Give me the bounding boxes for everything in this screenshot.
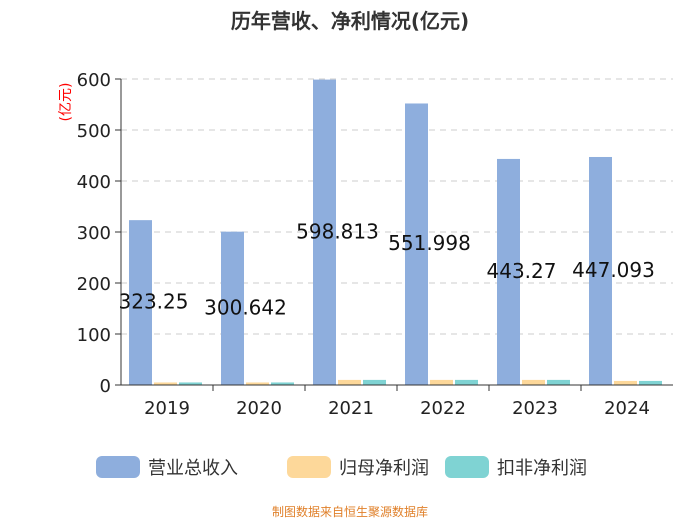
bar-deducted-net-profit bbox=[271, 382, 294, 385]
data-label: 447.093 bbox=[572, 258, 655, 282]
y-tick-label: 100 bbox=[77, 325, 111, 346]
legend-label: 归母净利润 bbox=[339, 458, 429, 479]
bar-deducted-net-profit bbox=[179, 382, 202, 385]
x-tick-label: 2019 bbox=[144, 398, 190, 419]
bar-revenue bbox=[313, 79, 336, 385]
x-tick-label: 2022 bbox=[420, 398, 466, 419]
legend-swatch bbox=[445, 456, 489, 478]
data-label: 300.642 bbox=[204, 295, 287, 319]
y-tick-label: 0 bbox=[100, 376, 111, 397]
y-axis-label: (亿元) bbox=[58, 83, 74, 122]
bar-revenue bbox=[129, 220, 152, 385]
data-label: 598.813 bbox=[296, 219, 379, 243]
y-tick-label: 600 bbox=[77, 70, 111, 91]
x-tick-label: 2024 bbox=[604, 398, 650, 419]
y-tick-label: 300 bbox=[77, 223, 111, 244]
x-tick-label: 2023 bbox=[512, 398, 558, 419]
bar-net-profit bbox=[430, 379, 453, 385]
legend-label: 扣非净利润 bbox=[497, 458, 587, 479]
data-label: 443.27 bbox=[487, 259, 557, 283]
bar-net-profit bbox=[522, 379, 545, 385]
bar-net-profit bbox=[246, 382, 269, 385]
bar-net-profit bbox=[154, 382, 177, 385]
bar-revenue bbox=[497, 158, 520, 385]
bar-deducted-net-profit bbox=[547, 379, 570, 385]
source-footnote: 制图数据来自恒生聚源数据库 bbox=[272, 504, 428, 519]
chart-title: 历年营收、净利情况(亿元) bbox=[231, 9, 469, 33]
bar-deducted-net-profit bbox=[639, 380, 662, 385]
bar-deducted-net-profit bbox=[455, 379, 478, 385]
bar-net-profit bbox=[614, 380, 637, 385]
y-tick-label: 500 bbox=[77, 121, 111, 142]
legend-swatch bbox=[96, 456, 140, 478]
bar-revenue bbox=[589, 156, 612, 385]
x-tick-label: 2020 bbox=[236, 398, 282, 419]
bar-revenue bbox=[221, 231, 244, 385]
y-tick-label: 400 bbox=[77, 172, 111, 193]
data-label: 323.25 bbox=[119, 290, 189, 314]
x-tick-label: 2021 bbox=[328, 398, 374, 419]
legend-swatch bbox=[287, 456, 331, 478]
bar-revenue bbox=[405, 103, 428, 385]
data-label: 551.998 bbox=[388, 231, 471, 255]
bar-deducted-net-profit bbox=[363, 379, 386, 385]
y-tick-label: 200 bbox=[77, 274, 111, 295]
legend-label: 营业总收入 bbox=[148, 458, 238, 479]
bar-net-profit bbox=[338, 379, 361, 385]
